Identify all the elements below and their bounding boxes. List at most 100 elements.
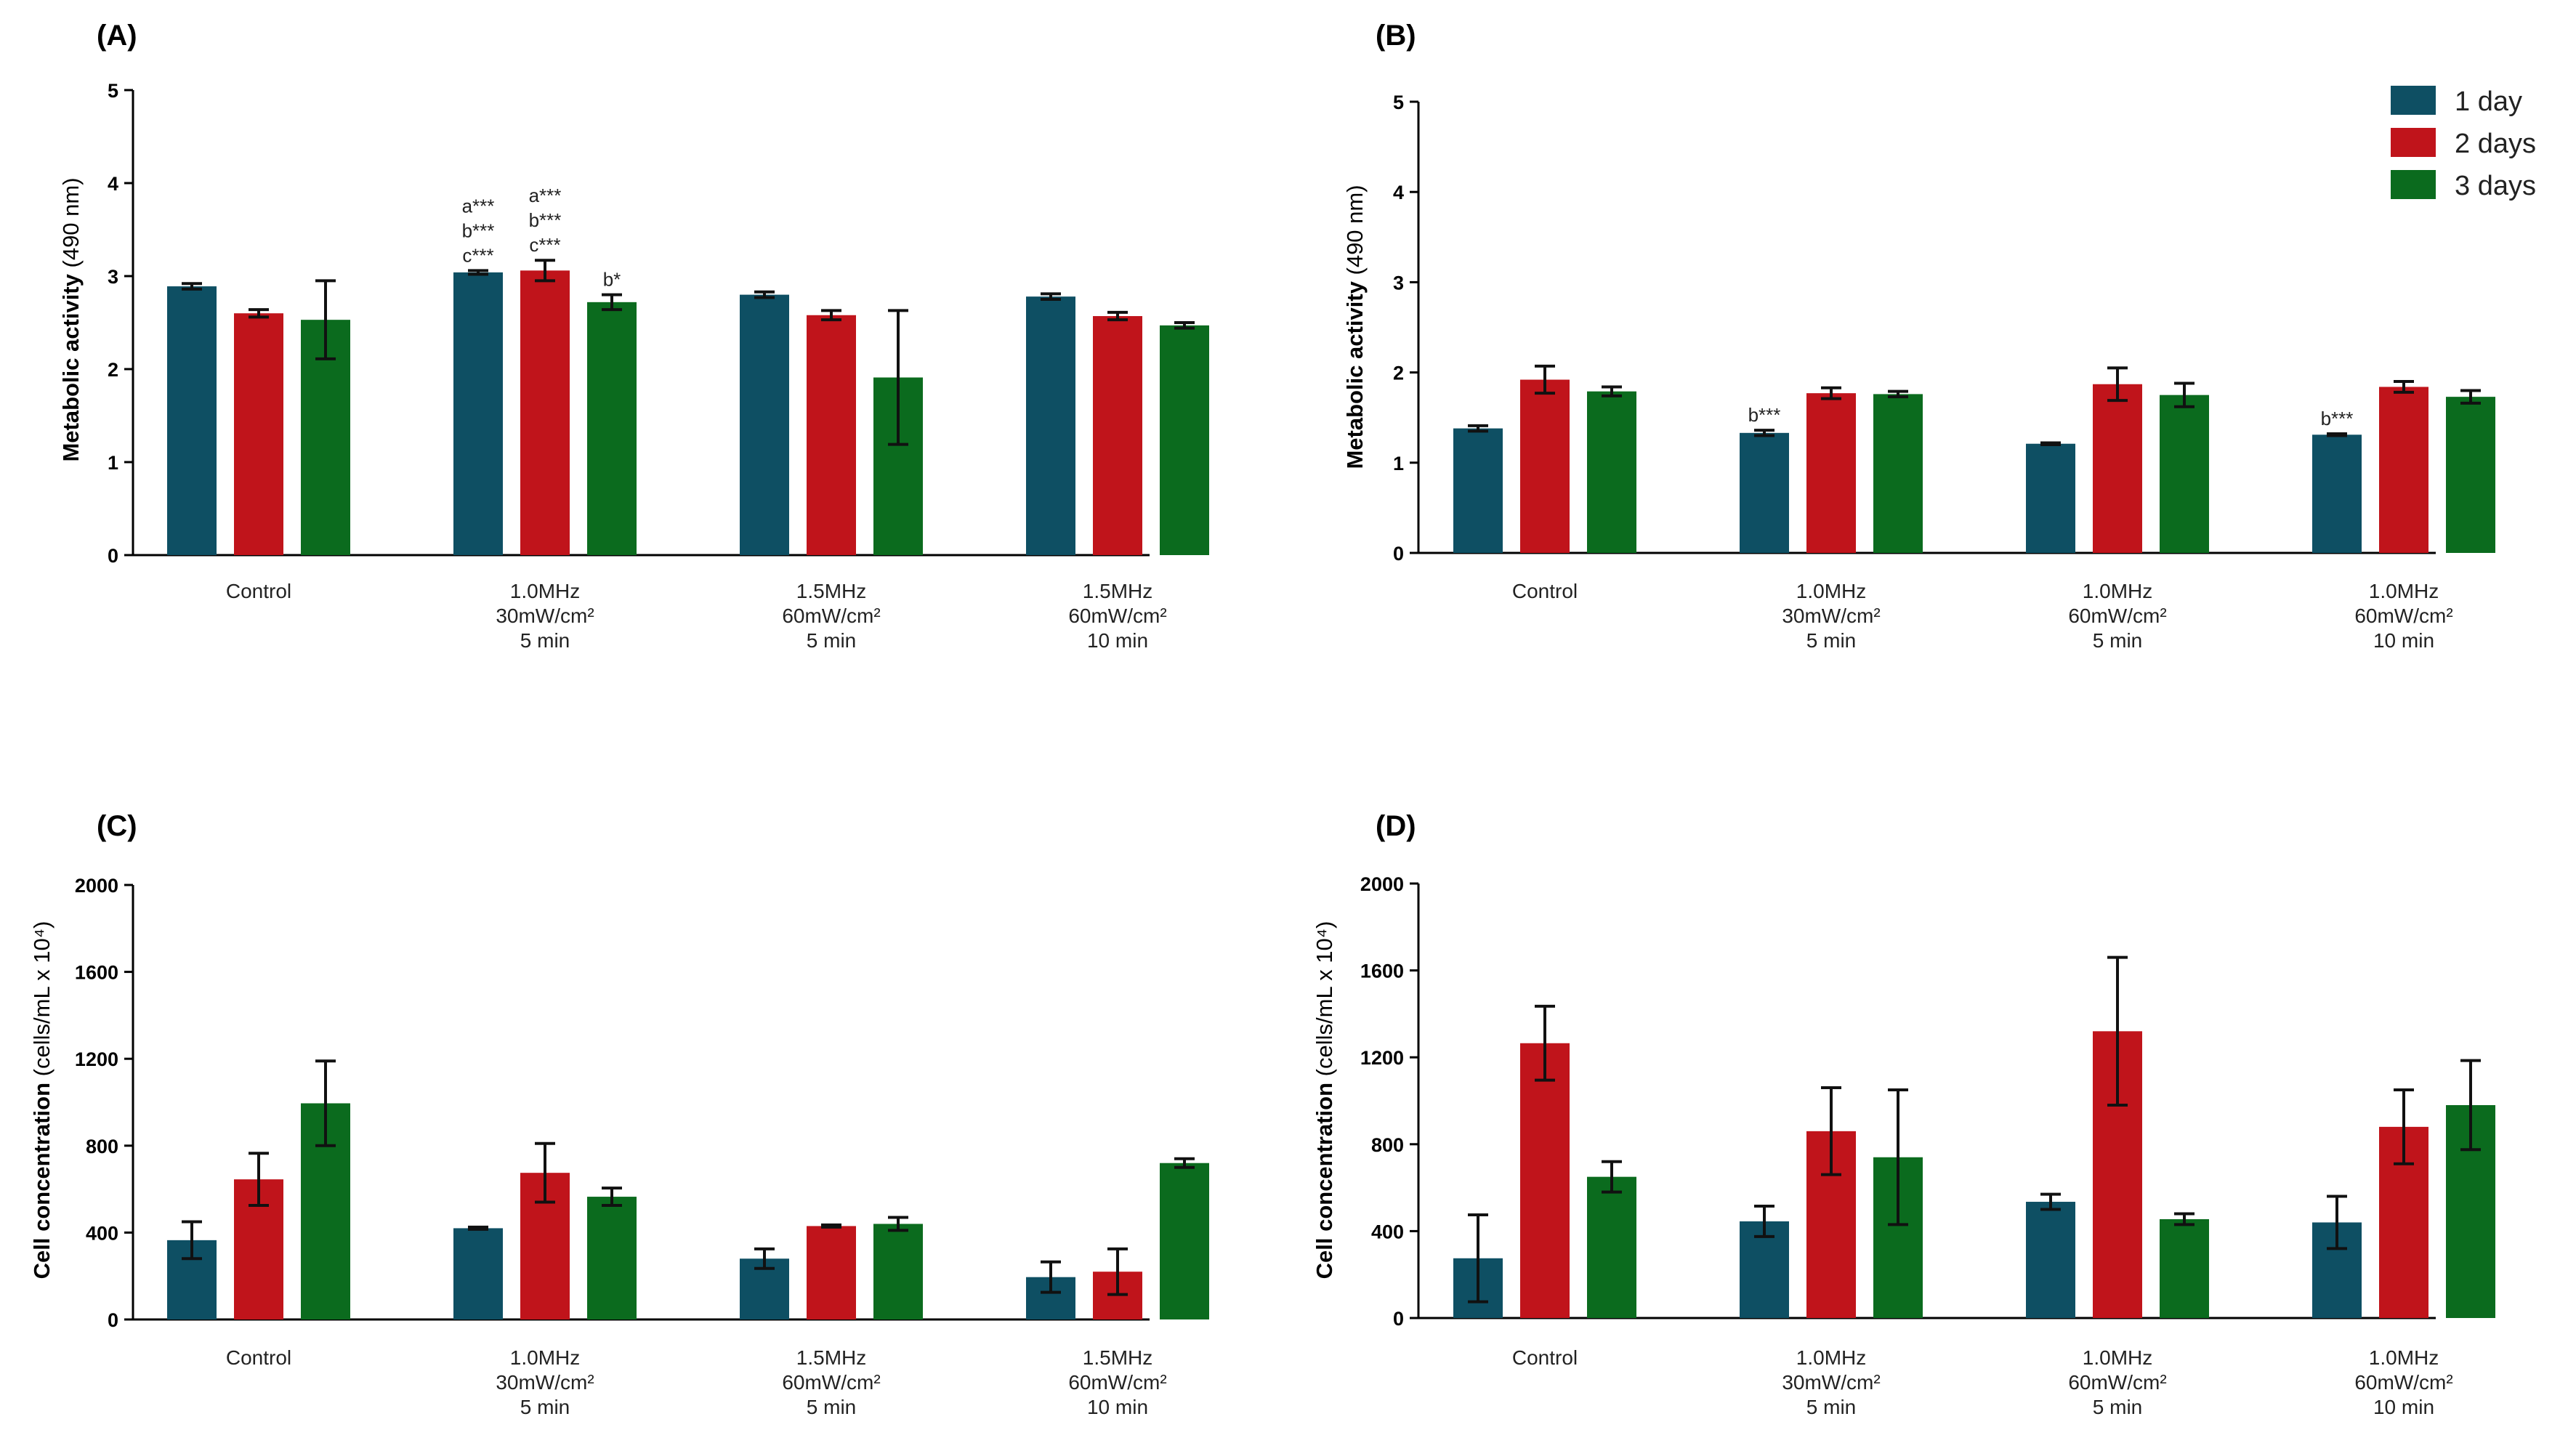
bar [587,1197,637,1319]
x-category-label-line: 1.0MHz [2369,580,2439,602]
x-category-label: Control [1512,580,1578,602]
y-tick-label: 1600 [1360,961,1404,982]
bar [1873,394,1923,553]
x-category-label-line: 10 min [1087,1396,1148,1418]
x-category-label-line: Control [226,1346,291,1369]
x-category-label-line: 5 min [1806,629,1856,652]
x-category-label-line: 1.0MHz [1796,580,1866,602]
x-category-label: 1.5MHz 60mW/cm² 10 min [1068,1346,1166,1418]
y-tick-label: 0 [108,1309,118,1331]
bar [1806,393,1856,553]
panel-label: (B) [1376,20,1416,52]
panel-label: (A) [97,20,137,52]
y-tick-label: 5 [1393,92,1404,113]
significance-annotation: a*** [462,195,495,217]
y-axis-title: Metabolic activity (490 nm) [1342,185,1368,469]
y-axis-title-main: Cell concentration [1312,1083,1337,1279]
y-axis-title: Cell concentration (cells/mL x 10⁴) [29,921,54,1280]
bar [2026,1202,2075,1318]
significance-annotation: b*** [529,209,562,231]
x-category-label-line: 60mW/cm² [2354,1371,2452,1394]
x-category-label: 1.5MHz 60mW/cm² 5 min [782,580,880,652]
bar [2312,434,2362,553]
bar [1160,1163,1209,1319]
y-tick-label: 4 [1393,182,1404,203]
legend-swatch [2391,128,2436,157]
legend: 1 day 2 days 3 days [2391,86,2536,201]
bar [807,1226,856,1319]
x-category-label-line: 60mW/cm² [782,1371,880,1394]
bar [520,270,570,555]
y-tick-label: 1 [1393,453,1404,474]
x-category-label: 1.5MHz 60mW/cm² 5 min [782,1346,880,1418]
x-category-label-line: 5 min [1806,1396,1856,1418]
y-axis-title-unit: (cells/mL x 10⁴) [1312,921,1337,1077]
x-category-label-line: 5 min [520,1396,570,1418]
legend-label: 1 day [2455,86,2522,117]
x-category-label-line: 5 min [807,629,856,652]
y-tick-label: 1200 [75,1048,118,1070]
y-tick-label: 0 [1393,543,1404,565]
y-axis-title: Cell concentration (cells/mL x 10⁴) [1312,921,1337,1280]
significance-annotation: b* [603,269,621,291]
x-category-label: Control [226,580,291,602]
bar [1587,1176,1636,1318]
x-category-label-line: 60mW/cm² [2354,605,2452,627]
legend-swatch [2391,170,2436,199]
x-category-label: 1.0MHz 30mW/cm² 5 min [1782,1346,1880,1418]
y-tick-label: 800 [1371,1134,1404,1156]
x-category-label-line: 60mW/cm² [782,605,880,627]
y-tick-label: 800 [86,1136,118,1157]
x-category-label-line: 1.5MHz [796,1346,866,1369]
x-category-label-line: 30mW/cm² [1782,1371,1880,1394]
y-tick-label: 2 [108,359,118,381]
bar [234,313,283,555]
panel-label: (C) [97,810,137,842]
y-tick-label: 3 [1393,272,1404,294]
x-category-label: 1.0MHz 60mW/cm² 10 min [2354,1346,2452,1418]
x-category-label-line: 1.0MHz [2083,1346,2152,1369]
x-category-label-line: 5 min [807,1396,856,1418]
y-tick-label: 5 [108,80,118,102]
x-category-label-line: 1.0MHz [510,1346,580,1369]
y-axis-title-unit: (490 nm) [1342,185,1368,275]
y-tick-label: 400 [1371,1221,1404,1242]
y-axis-title-unit: (490 nm) [58,177,84,267]
significance-annotation: c*** [529,234,560,256]
significance-annotation: c*** [462,244,493,266]
x-category-label-line: Control [1512,1346,1578,1369]
y-tick-label: 1200 [1360,1047,1404,1069]
x-category-label-line: 1.0MHz [2369,1346,2439,1369]
x-category-label-line: 60mW/cm² [2068,605,2166,627]
bar [453,1228,503,1319]
legend-item: 2 days [2391,128,2536,159]
bar [587,302,637,555]
x-category-label-line: 10 min [2373,629,2434,652]
x-category-label-line: 30mW/cm² [1782,605,1880,627]
y-tick-label: 1600 [75,962,118,984]
y-tick-label: 0 [108,545,118,567]
y-axis-title-main: Cell concentration [29,1083,54,1279]
significance-annotation: b*** [1748,404,1781,426]
bar [2160,395,2209,553]
x-category-label-line: 5 min [2093,1396,2142,1418]
y-axis-title-main: Metabolic activity [58,273,84,461]
y-tick-label: 3 [108,266,118,288]
bar [2093,384,2142,553]
x-category-label-line: Control [226,580,291,602]
bar [2446,397,2495,553]
bar [453,272,503,555]
panel-label: (D) [1376,810,1416,842]
x-category-label-line: 1.0MHz [2083,580,2152,602]
y-tick-label: 1 [108,452,118,474]
bar [1026,296,1075,555]
y-axis-title-unit: (cells/mL x 10⁴) [29,921,54,1077]
bar [1520,1043,1570,1318]
x-category-label: 1.0MHz 30mW/cm² 5 min [1782,580,1880,652]
legend-item: 1 day [2391,86,2522,117]
legend-item: 3 days [2391,170,2536,201]
x-category-label-line: 60mW/cm² [1068,605,1166,627]
